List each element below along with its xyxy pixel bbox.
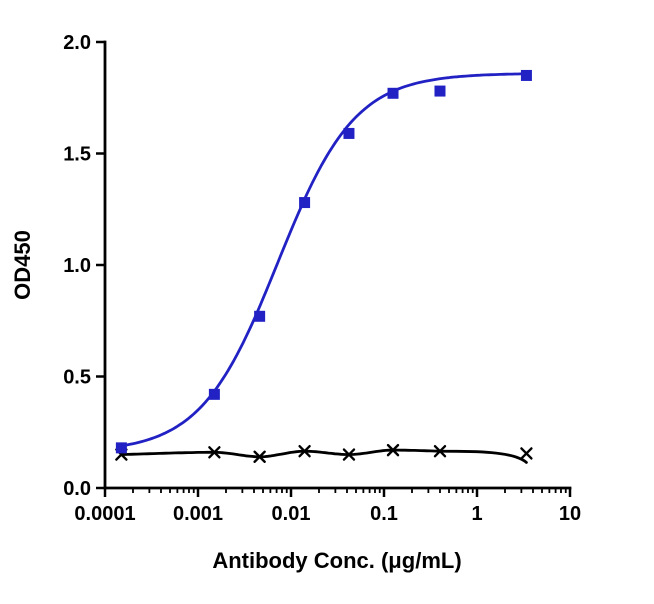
series-marker-square (387, 87, 399, 99)
series-marker-cross (433, 445, 447, 458)
series-marker-cross (253, 450, 266, 463)
series-marker-square (520, 69, 532, 81)
series-marker-square (254, 310, 266, 322)
series-marker-cross (342, 448, 356, 461)
series-curve (120, 448, 528, 464)
series-marker-square (434, 85, 446, 97)
y-tick-label: 1.5 (63, 144, 91, 166)
x-axis-title: Antibody Conc. (μg/mL) (212, 548, 461, 573)
x-tick-label: 0.01 (272, 503, 311, 525)
series-marker-square (115, 442, 127, 454)
series-marker-square (208, 388, 220, 400)
x-tick-label: 1 (471, 503, 482, 525)
series-marker-square (299, 197, 311, 209)
y-tick-label: 2.0 (63, 32, 91, 54)
x-tick-label: 0.0001 (74, 503, 135, 525)
y-axis-title: OD450 (10, 230, 35, 300)
series-marker-cross (520, 447, 533, 460)
series-marker-square (343, 127, 355, 139)
y-tick-label: 1.0 (63, 255, 91, 277)
y-tick-label: 0.0 (63, 478, 91, 500)
series-curve (120, 72, 528, 448)
series-marker-cross (386, 443, 400, 457)
x-tick-label: 10 (559, 503, 581, 525)
series-marker-cross (298, 445, 311, 458)
x-tick-label: 0.001 (173, 503, 223, 525)
series-group (115, 69, 533, 464)
y-tick-label: 0.5 (63, 367, 91, 389)
series-marker-cross (208, 446, 221, 459)
x-tick-label: 0.1 (370, 503, 398, 525)
axes-group: 0.0001 0.001 0.01 0.1 1 10 0.0 0.5 1.0 1.5 2.0 (63, 32, 581, 525)
